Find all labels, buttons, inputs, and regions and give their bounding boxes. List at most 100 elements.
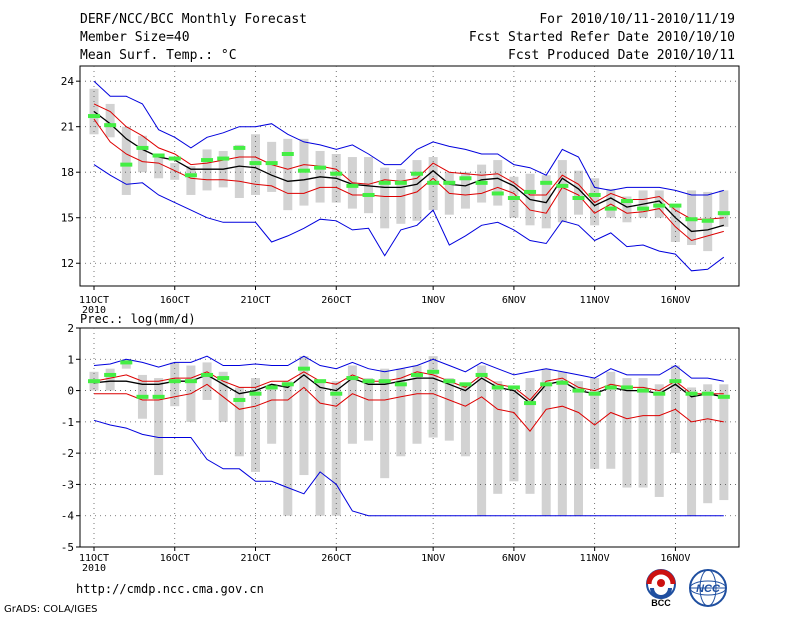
temp-median-marker — [217, 156, 230, 161]
temp-median-marker — [201, 158, 214, 163]
source-url[interactable]: http://cmdp.ncc.cma.gov.cn — [76, 582, 264, 596]
temp-ytick-label: 15 — [61, 212, 74, 225]
prec-spread-box — [380, 368, 390, 479]
temp-spread-box — [186, 166, 196, 195]
prec-median-marker — [249, 391, 262, 396]
prec-ytick-label: 2 — [67, 322, 74, 335]
temp-median-marker — [104, 123, 117, 128]
fcst-produced-label: Fcst Produced Date 2010/10/11 — [508, 48, 735, 63]
prec-spread-box — [154, 378, 164, 476]
prec-median-marker — [637, 388, 650, 393]
prec-median-marker — [281, 382, 294, 387]
temp-spread-box — [412, 160, 422, 221]
prec-spread-box — [428, 356, 438, 438]
temp-spread-box — [380, 167, 390, 229]
temp-median-marker — [346, 183, 359, 188]
temp-median-marker — [184, 173, 197, 178]
prec-spread-box — [444, 378, 454, 441]
temp-median-marker — [427, 180, 440, 185]
temp-median-marker — [362, 192, 375, 197]
temp-spread-box — [283, 138, 293, 211]
prec-median-marker — [362, 379, 375, 384]
prec-median-marker — [330, 391, 343, 396]
prec-xtick-label: 26OCT — [321, 553, 351, 564]
temp-median-marker — [637, 206, 650, 211]
prec-series-mean — [93, 374, 724, 404]
temp-series-upper — [93, 103, 724, 220]
temp-spread-box — [137, 135, 147, 173]
prec-xtick-label: 1NOV — [421, 553, 445, 564]
prec-spread-box — [364, 378, 374, 441]
temp-spread-box — [364, 157, 374, 214]
prec-series-min — [93, 419, 724, 517]
prec-median-marker — [717, 394, 730, 399]
prec-median-marker — [104, 372, 117, 377]
prec-panel-title: Prec.: log(mm/d) — [80, 312, 196, 326]
temp-median-marker — [136, 145, 149, 150]
forecast-range-label: For 2010/10/11-2010/11/19 — [539, 12, 735, 27]
prec-year-label: 2010 — [82, 563, 106, 574]
prec-median-marker — [136, 394, 149, 399]
prec-median-marker — [152, 394, 165, 399]
prec-median-marker — [443, 379, 456, 384]
prec-xtick-label: 21OCT — [240, 553, 270, 564]
prec-spread-box — [347, 365, 357, 444]
prec-spread-box — [687, 387, 697, 516]
prec-median-marker — [620, 385, 633, 390]
prec-spread-box — [283, 381, 293, 516]
prec-median-marker — [588, 391, 601, 396]
prec-xtick-label: 11OCT — [79, 553, 109, 564]
temp-spread-box — [493, 160, 503, 206]
temp-median-marker — [507, 196, 520, 200]
temp-median-marker — [281, 152, 294, 156]
prec-median-marker — [701, 391, 714, 396]
prec-median-marker — [120, 360, 133, 365]
prec-median-marker — [233, 397, 246, 402]
prec-spread-box — [251, 378, 260, 472]
temp-median-marker — [717, 211, 730, 216]
prec-xtick-label: 16NOV — [660, 553, 690, 564]
temp-median-marker — [443, 180, 456, 185]
temp-xtick-label: 11OCT — [79, 295, 109, 306]
prec-ytick-label: -1 — [61, 416, 74, 429]
fcst-started-label: Fcst Started Refer Date 2010/10/10 — [468, 30, 735, 45]
prec-median-marker — [556, 380, 569, 385]
temp-ytick-label: 18 — [61, 166, 74, 179]
temp-xtick-label: 16NOV — [660, 295, 690, 306]
prec-spread-box — [622, 378, 632, 488]
prec-median-marker — [540, 382, 553, 387]
temp-median-marker — [572, 196, 585, 200]
prec-spread-box — [493, 381, 503, 494]
temp-median-marker — [669, 203, 682, 208]
prec-median-marker — [427, 369, 440, 374]
temp-median-marker — [459, 176, 472, 181]
prec-median-marker — [507, 385, 520, 390]
prec-median-marker — [201, 372, 214, 377]
prec-series-upper — [93, 371, 724, 401]
ncc-logo-icon: NCC — [689, 569, 727, 607]
prec-ytick-label: 1 — [67, 353, 74, 366]
temp-spread-box — [267, 141, 277, 192]
prec-ytick-label: -3 — [61, 478, 74, 491]
bcc-logo-icon: BCC — [646, 569, 676, 608]
temp-series-max — [93, 80, 724, 196]
prec-spread-box — [170, 362, 180, 407]
temp-series-lower — [93, 118, 724, 242]
prec-spread-box — [509, 390, 519, 482]
temp-median-marker — [265, 161, 278, 166]
temp-median-marker — [653, 203, 666, 208]
prec-spread-box — [654, 384, 664, 497]
prec-spread-box — [638, 378, 648, 488]
temp-median-marker — [556, 183, 569, 188]
grads-credit: GrADS: COLA/IGES — [4, 604, 98, 615]
temp-spread-box — [202, 149, 212, 191]
temp-xtick-label: 6NOV — [502, 295, 526, 306]
temp-spread-box — [606, 188, 616, 218]
temp-median-marker — [152, 153, 165, 158]
temp-series-mean — [93, 110, 724, 233]
temp-median-marker — [330, 171, 343, 176]
prec-series-lower — [94, 383, 724, 433]
prec-median-marker — [653, 391, 666, 396]
prec-spread-box — [105, 368, 115, 391]
